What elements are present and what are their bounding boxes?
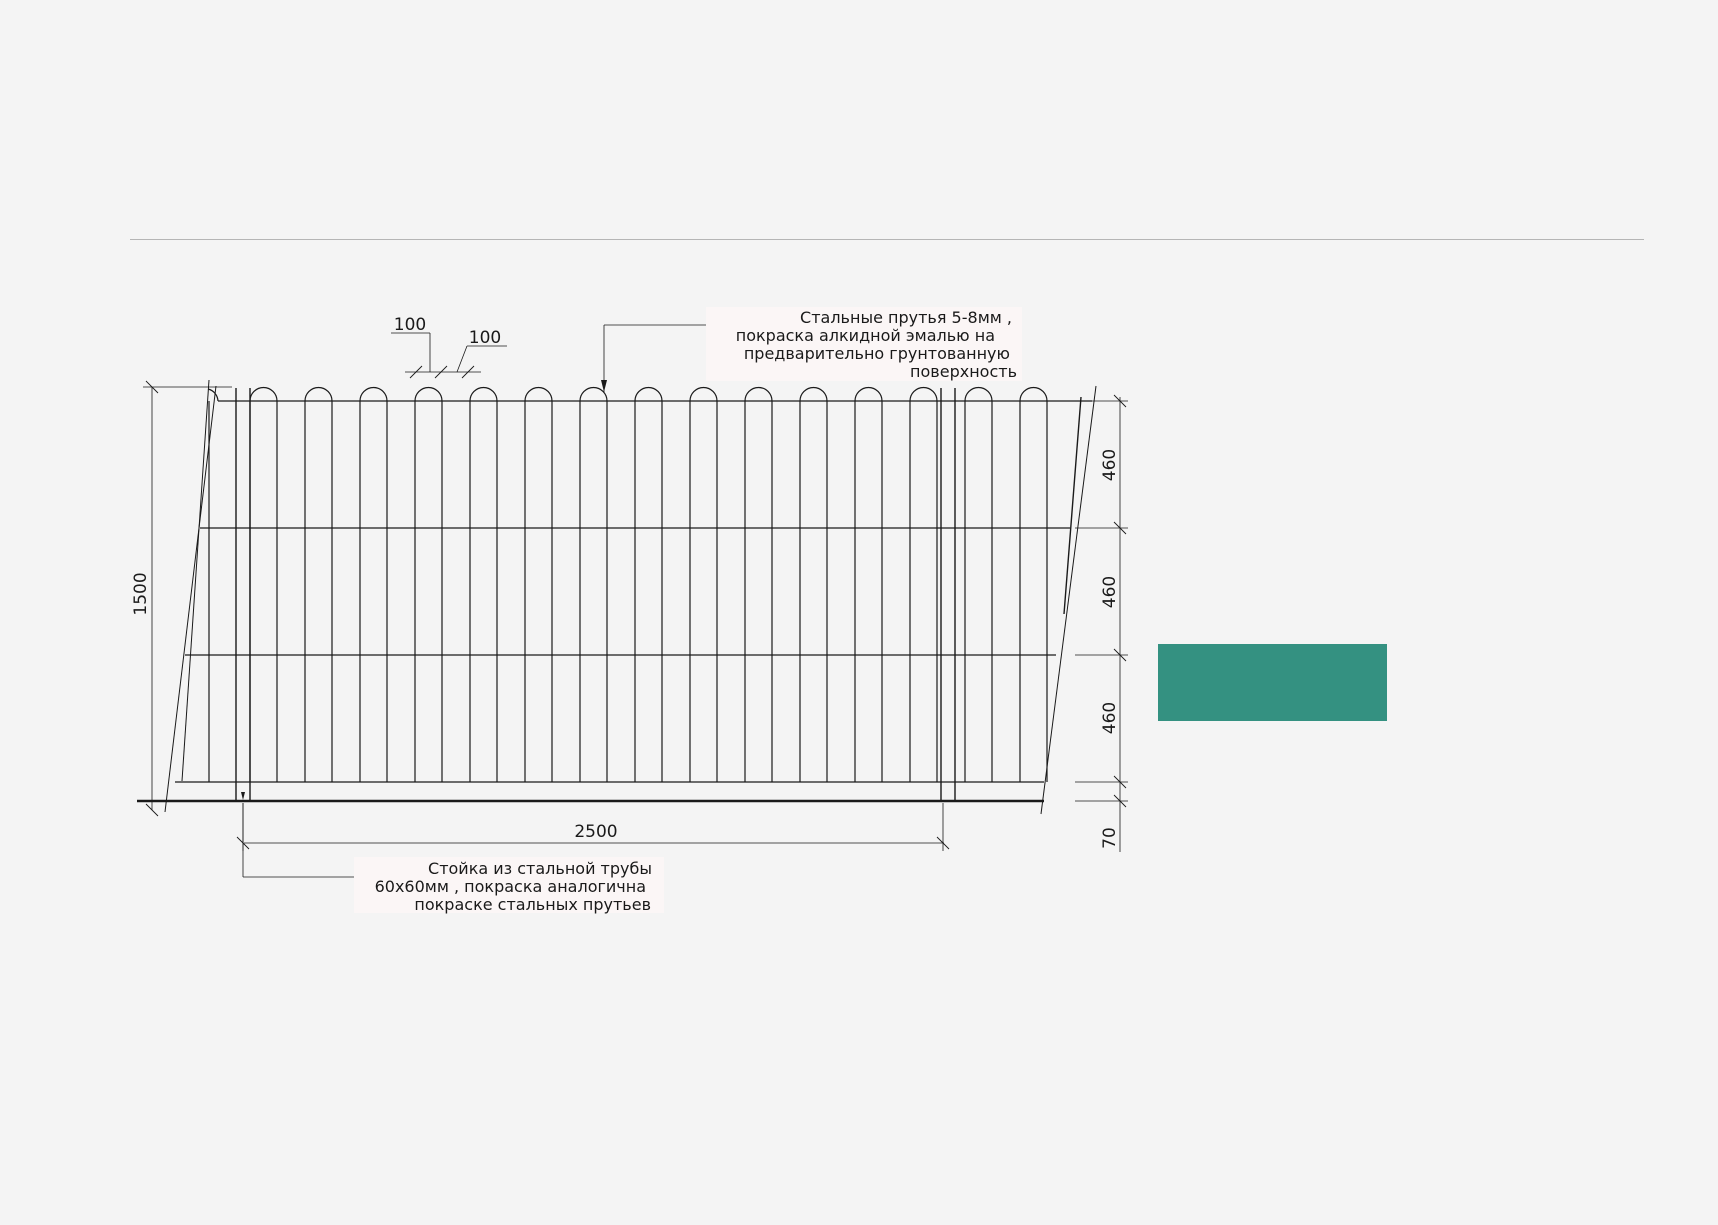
- dim-tick: [1113, 794, 1127, 808]
- perspective-left-inner: [181, 379, 210, 782]
- dim-tick: [1113, 394, 1127, 408]
- perspective-right-inner: [1063, 396, 1082, 615]
- dim-tick: [936, 836, 950, 850]
- dim-tick: [145, 380, 159, 394]
- top-note-line-3: предварительно грунтованную: [744, 344, 1010, 363]
- bottom-note-bg: [354, 857, 664, 913]
- fence-rod: [1019, 386, 1048, 782]
- fence-rod: [689, 386, 718, 782]
- fence-rod: [359, 386, 388, 782]
- dim-section-2: 460: [1100, 576, 1120, 608]
- dim-tick: [145, 803, 159, 817]
- fence-rod: [799, 386, 828, 782]
- perspective-left-line: [164, 385, 217, 813]
- dim-tick: [1113, 775, 1127, 789]
- accent-color-block: [1158, 644, 1387, 721]
- dim-base-gap: 70: [1100, 827, 1120, 849]
- dim-span: 2500: [574, 822, 617, 842]
- bottom-note-line-3: покраске стальных прутьев: [414, 895, 651, 914]
- top-note-arrow: [601, 380, 607, 392]
- fence-rod: [414, 386, 443, 782]
- dim-section-1: 460: [1100, 449, 1120, 481]
- dim-tick: [1113, 648, 1127, 662]
- fence-rod: [909, 386, 938, 782]
- dim-tick: [1113, 521, 1127, 535]
- top-note-line-2: покраска алкидной эмалью на: [736, 326, 995, 345]
- dim-section-3: 460: [1100, 702, 1120, 734]
- dim-pitch-b-leader: [456, 345, 468, 373]
- fence-rod: [469, 386, 498, 782]
- header-divider: [130, 239, 1644, 240]
- dim-tick: [409, 365, 423, 379]
- fence-rod-partial: [207, 388, 219, 402]
- fence-rod: [249, 386, 278, 782]
- dim-tick: [434, 365, 448, 379]
- top-note-line-1: Стальные прутья 5-8мм ,: [800, 308, 1012, 327]
- fence-rod: [524, 386, 553, 782]
- dim-tick: [461, 365, 475, 379]
- fence-rod: [579, 386, 608, 782]
- dim-pitch-a: 100: [394, 315, 426, 335]
- perspective-right-line: [1040, 385, 1097, 815]
- top-note-bg: [706, 307, 1022, 381]
- fence-rod: [964, 386, 993, 782]
- fence-rod: [304, 386, 333, 782]
- fence-rod: [634, 386, 663, 782]
- dim-total-height: 1500: [131, 572, 151, 615]
- top-note-line-4: поверхность: [910, 362, 1017, 381]
- fence-rod: [744, 386, 773, 782]
- bottom-note-line-1: Стойка из стальной трубы: [428, 859, 652, 878]
- fence-rod: [854, 386, 883, 782]
- fence-frame: [137, 379, 1097, 815]
- post-anchor-marker: [241, 792, 245, 800]
- dim-pitch-b: 100: [469, 328, 501, 348]
- bottom-note-line-2: 60х60мм , покраска аналогична: [375, 877, 646, 896]
